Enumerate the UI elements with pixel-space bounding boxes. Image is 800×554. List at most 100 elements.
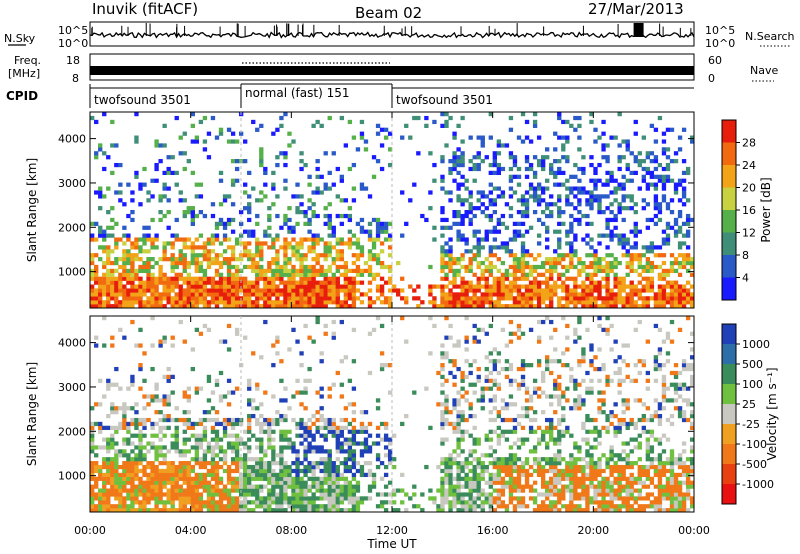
heatmap-cell <box>170 433 175 438</box>
heatmap-cell <box>492 210 497 215</box>
freq-label-1: Freq. <box>14 54 41 67</box>
heatmap-cell <box>339 213 344 219</box>
heatmap-cell <box>331 472 336 478</box>
heatmap-cell <box>472 464 477 470</box>
heatmap-cell <box>247 296 252 301</box>
heatmap-cell <box>464 374 469 380</box>
heatmap-cell <box>243 472 248 478</box>
heatmap-cell <box>247 468 252 474</box>
heatmap-cell <box>299 257 304 262</box>
heatmap-cell <box>444 112 449 117</box>
heatmap-cell <box>154 500 159 505</box>
heatmap-cell <box>186 421 191 427</box>
heatmap-cell <box>234 476 240 481</box>
heatmap-cell <box>448 457 453 462</box>
heatmap-cell <box>468 453 473 458</box>
heatmap-cell <box>492 429 497 434</box>
heatmap-cell <box>677 288 683 293</box>
heatmap-cell <box>468 504 473 509</box>
heatmap-cell <box>335 166 340 172</box>
heatmap-cell <box>351 300 357 305</box>
heatmap-cell <box>452 135 457 140</box>
heatmap-cell <box>311 480 316 485</box>
heatmap-cell <box>448 249 453 254</box>
heatmap-cell <box>524 406 530 411</box>
heatmap-cell <box>287 468 292 474</box>
heatmap-cell <box>468 363 473 368</box>
heatmap-cell <box>516 437 522 442</box>
heatmap-cell <box>363 445 369 450</box>
heatmap-cell <box>617 166 622 172</box>
heatmap-cell <box>94 476 99 481</box>
heatmap-cell <box>154 166 159 172</box>
heatmap-cell <box>194 264 200 270</box>
heatmap-cell <box>323 472 328 478</box>
heatmap-cell <box>222 288 228 293</box>
heatmap-cell <box>311 292 316 297</box>
heatmap-cell <box>138 327 143 332</box>
heatmap-cell <box>504 406 510 411</box>
heatmap-cell <box>138 421 143 427</box>
heatmap-cell <box>456 425 461 430</box>
heatmap-cell <box>512 464 518 470</box>
heatmap-cell <box>347 206 353 211</box>
heatmap-cell <box>436 464 441 470</box>
colorbar-tick-label: 20 <box>742 182 756 195</box>
heatmap-cell <box>130 468 135 474</box>
heatmap-cell <box>331 296 336 301</box>
heatmap-cell <box>492 202 497 207</box>
heatmap-cell <box>275 272 280 277</box>
heatmap-cell <box>673 260 679 266</box>
heatmap-cell <box>238 461 244 466</box>
heatmap-cell <box>557 213 562 219</box>
heatmap-cell <box>504 437 510 442</box>
heatmap-cell <box>279 264 284 270</box>
heatmap-cell <box>166 166 171 172</box>
heatmap-cell <box>645 151 651 156</box>
heatmap-cell <box>130 268 135 274</box>
heatmap-cell <box>138 457 143 462</box>
y-tick-label: 4000 <box>58 133 86 146</box>
heatmap-cell <box>327 288 332 293</box>
heatmap-cell <box>561 170 566 176</box>
heatmap-cell <box>174 300 179 305</box>
heatmap-cell <box>617 202 622 207</box>
heatmap-cell <box>488 288 493 293</box>
heatmap-cell <box>230 441 236 446</box>
heatmap-cell <box>649 249 655 254</box>
heatmap-cell <box>516 229 522 234</box>
heatmap-cell <box>259 402 264 407</box>
heatmap-cell <box>557 476 562 481</box>
heatmap-cell <box>287 484 292 489</box>
heatmap-cell <box>532 304 538 309</box>
heatmap-cell <box>545 186 550 191</box>
heatmap-cell <box>665 280 671 285</box>
heatmap-cell <box>94 221 99 226</box>
heatmap-cell <box>299 202 304 207</box>
heatmap-cell <box>508 304 514 309</box>
heatmap-cell <box>307 488 312 493</box>
heatmap-cell <box>259 500 264 505</box>
heatmap-cell <box>287 437 292 442</box>
heatmap-cell <box>315 445 320 450</box>
heatmap-cell <box>617 292 622 297</box>
heatmap-cell <box>661 272 667 277</box>
heatmap-cell <box>488 378 493 383</box>
heatmap-cell <box>110 292 115 297</box>
heatmap-cell <box>392 464 397 470</box>
heatmap-cell <box>251 257 256 262</box>
heatmap-cell <box>661 166 667 172</box>
heatmap-cell <box>190 508 195 513</box>
heatmap-cell <box>202 147 208 152</box>
date-title: 27/Mar/2013 <box>588 0 684 18</box>
heatmap-cell <box>170 445 175 450</box>
heatmap-cell <box>162 414 167 419</box>
heatmap-cell <box>500 166 506 172</box>
heatmap-cell <box>685 217 691 223</box>
heatmap-cell <box>355 508 361 513</box>
heatmap-cell <box>142 496 147 501</box>
heatmap-cell <box>653 253 659 258</box>
heatmap-cell <box>323 480 328 485</box>
heatmap-cell <box>351 484 357 489</box>
heatmap-cell <box>605 253 610 258</box>
